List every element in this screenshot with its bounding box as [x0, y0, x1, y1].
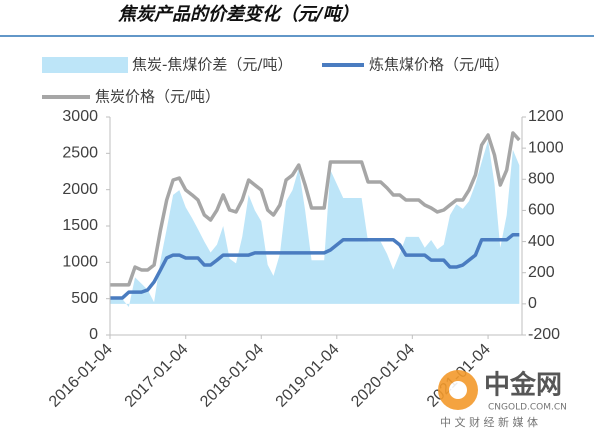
legend-label: 焦炭价格（元/吨）: [95, 88, 220, 106]
x-tick-label: 2020-01-04: [348, 341, 418, 411]
watermark: 中金网 CNGOLD.COM.CN 中 文 财 经 新 媒 体: [438, 370, 567, 429]
y2-tick-label: 400: [528, 233, 555, 250]
legend-label: 炼焦煤价格（元/吨）: [369, 56, 509, 74]
y-tick-label: 500: [71, 290, 98, 307]
y-tick-label: 2000: [62, 181, 98, 198]
x-tick-label: 2019-01-04: [273, 341, 343, 411]
y-tick-label: 3000: [62, 108, 98, 125]
chart-title: 焦炭产品的价差变化（元/吨）: [118, 4, 359, 25]
watermark-site: CNGOLD.COM.CN: [488, 403, 567, 413]
price-line: [110, 131, 521, 287]
legend-swatch: [42, 57, 128, 73]
price-line: [110, 232, 520, 300]
legend-label: 焦炭-焦煤价差（元/吨）: [132, 56, 292, 74]
y2-tick-label: 200: [528, 264, 555, 281]
x-tick-label: 2017-01-04: [122, 341, 192, 411]
x-tick-label: 2018-01-04: [197, 341, 267, 411]
y2-tick-label: -200: [528, 326, 560, 343]
y-tick-label: 1500: [62, 217, 98, 234]
y-tick-label: 1000: [62, 254, 98, 271]
plot-area: 0 500 1000 1500 2000 2500 3000 -200 0 200 400 600 80…: [46, 108, 564, 410]
watermark-slogan: 中 文 财 经 新 媒 体: [440, 415, 538, 429]
y2-tick-label: 1000: [528, 139, 564, 156]
y2-tick-label: 600: [528, 202, 555, 219]
watermark-brand: 中金网: [484, 370, 562, 401]
y2-tick-label: 800: [528, 171, 555, 188]
y2-tick-label: 0: [528, 295, 537, 312]
y-tick-label: 2500: [62, 145, 98, 162]
watermark-logo-inner: [449, 381, 467, 399]
y2-tick-label: 1200: [528, 108, 564, 125]
spread-area: [110, 140, 520, 307]
x-tick-label: 2016-01-04: [46, 341, 116, 411]
y-tick-label: 0: [89, 326, 98, 343]
